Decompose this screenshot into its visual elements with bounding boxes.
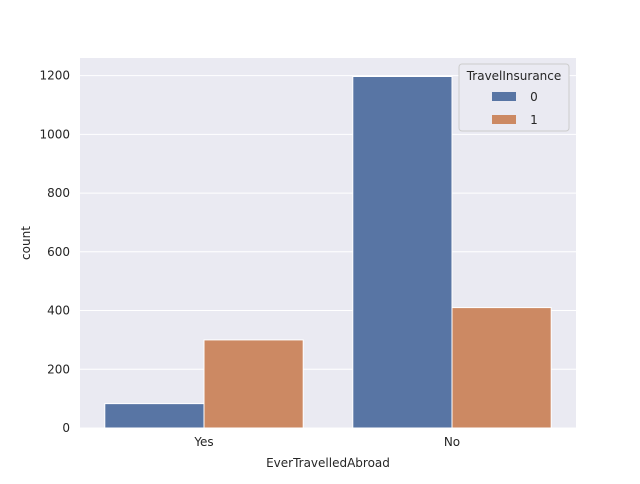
legend: TravelInsurance 0 1	[458, 63, 570, 132]
y-tick-label: 1200	[39, 69, 70, 83]
y-tick-label: 1000	[39, 127, 70, 141]
x-tick-label: No	[444, 435, 460, 449]
legend-swatch-1	[492, 115, 516, 124]
x-axis-label: EverTravelledAbroad	[266, 456, 390, 470]
y-tick-label: 400	[47, 304, 70, 318]
bars	[104, 76, 552, 429]
bar-no-series-1	[451, 307, 552, 429]
bar-yes-series-1	[203, 339, 304, 429]
bar-no-series-0	[352, 76, 453, 429]
y-tick-label: 200	[47, 362, 70, 376]
legend-label-1: 1	[530, 113, 538, 127]
x-axis-ticks: Yes No	[193, 435, 460, 449]
x-tick-label: Yes	[193, 435, 213, 449]
legend-title: TravelInsurance	[466, 69, 562, 83]
y-tick-label: 800	[47, 186, 70, 200]
bar-yes-series-0	[104, 403, 205, 429]
y-tick-label: 0	[62, 421, 70, 435]
legend-swatch-0	[492, 92, 516, 101]
y-tick-label: 600	[47, 245, 70, 259]
y-axis-ticks: 0 200 400 600 800 1000 1200	[39, 69, 70, 435]
y-axis-label: count	[19, 226, 33, 260]
legend-label-0: 0	[530, 90, 538, 104]
